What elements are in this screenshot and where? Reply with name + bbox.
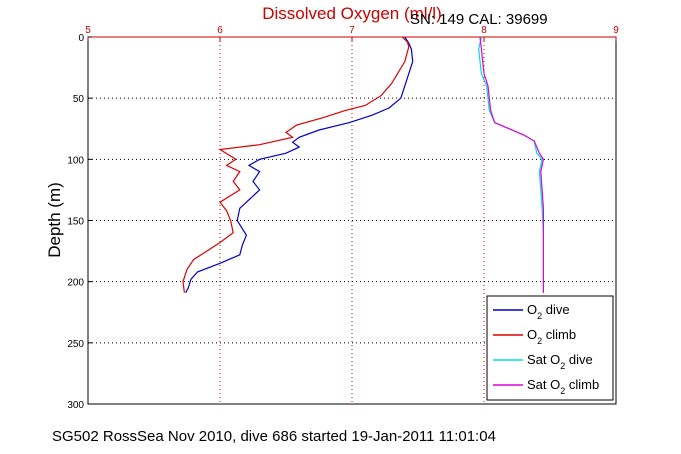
dive-caption: SG502 RossSea Nov 2010, dive 686 started… bbox=[52, 428, 496, 445]
x-tick-label: 7 bbox=[349, 25, 355, 36]
series-line-2 bbox=[182, 36, 410, 293]
legend-label: O2 climb bbox=[527, 327, 576, 346]
y-tick-label: 150 bbox=[67, 217, 84, 228]
series-line-4 bbox=[479, 36, 545, 293]
series-line-1 bbox=[185, 36, 414, 293]
chart-title: Dissolved Oxygen (ml/l) bbox=[262, 4, 442, 23]
y-tick-label: 100 bbox=[67, 155, 84, 166]
y-tick-label: 250 bbox=[67, 339, 84, 350]
y-tick-label: 300 bbox=[67, 400, 84, 411]
y-tick-label: 0 bbox=[78, 33, 84, 44]
serial-cal-label: SN: 149 CAL: 39699 bbox=[410, 11, 548, 28]
grid-lines bbox=[88, 37, 616, 404]
legend-label: Sat O2 dive bbox=[527, 352, 593, 371]
x-tick-label: 6 bbox=[217, 25, 223, 36]
axis-ticks: 5 6 7 8 9 0 50 100 150 200 250 300 bbox=[67, 25, 619, 411]
y-tick-label: 200 bbox=[67, 278, 84, 289]
x-tick-label: 5 bbox=[85, 25, 91, 36]
legend-label: Sat O2 climb bbox=[527, 377, 599, 396]
legend-box bbox=[486, 295, 614, 401]
legend: O2 dive O2 climb Sat O2 dive Sat O2 climb bbox=[486, 295, 614, 401]
series-line-3 bbox=[478, 36, 545, 293]
x-tick-label: 8 bbox=[481, 25, 487, 36]
legend-label: O2 dive bbox=[527, 302, 570, 321]
x-tick-label: 9 bbox=[613, 25, 619, 36]
series-layer bbox=[182, 36, 545, 293]
y-axis-label: Depth (m) bbox=[45, 182, 64, 258]
y-tick-label: 50 bbox=[73, 94, 85, 105]
